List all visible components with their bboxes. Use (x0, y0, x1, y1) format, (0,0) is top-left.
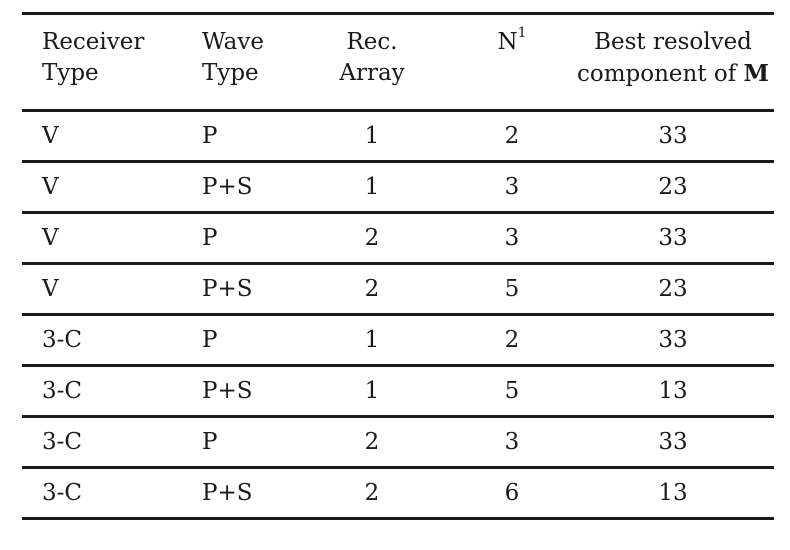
cell-array: 1 (364, 326, 380, 353)
header-array-line1: Rec. (346, 29, 398, 55)
header-rec-array: Rec. Array (292, 14, 452, 111)
cell-wave: P (202, 122, 218, 149)
cell-array: 1 (364, 173, 380, 200)
header-wave-line1: Wave (202, 29, 264, 55)
header-best-line1: Best resolved (594, 29, 752, 55)
cell-n: 3 (504, 224, 520, 251)
cell-wave: P+S (202, 377, 253, 404)
cell-wave: P (202, 224, 218, 251)
results-table: Receiver Type Wave Type Rec. Array N1 Be… (22, 12, 774, 520)
cell-best: 33 (658, 224, 688, 251)
cell-n: 5 (504, 275, 520, 302)
cell-array: 2 (364, 275, 380, 302)
cell-receiver: 3-C (42, 377, 83, 404)
header-wave-line2: Type (202, 60, 259, 86)
cell-best: 23 (658, 173, 688, 200)
table-row: V P 2 3 33 (22, 213, 774, 264)
cell-receiver: V (42, 224, 59, 251)
cell-receiver: V (42, 275, 59, 302)
cell-wave: P (202, 326, 218, 353)
cell-best: 33 (658, 326, 688, 353)
cell-array: 1 (364, 377, 380, 404)
header-row: Receiver Type Wave Type Rec. Array N1 Be… (22, 13, 774, 111)
cell-receiver: 3-C (42, 428, 83, 455)
cell-receiver: 3-C (42, 479, 83, 506)
cell-best: 23 (658, 275, 688, 302)
results-table-container: Receiver Type Wave Type Rec. Array N1 Be… (22, 12, 774, 520)
cell-wave: P+S (202, 479, 253, 506)
header-best-resolved: Best resolved component of M (572, 14, 774, 111)
header-n-footnote: 1 (517, 25, 527, 42)
cell-array: 2 (364, 224, 380, 251)
cell-n: 2 (504, 326, 520, 353)
cell-n: 6 (504, 479, 520, 506)
cell-receiver: 3-C (42, 326, 83, 353)
cell-n: 2 (504, 122, 520, 149)
header-n: N1 (452, 14, 572, 111)
cell-array: 2 (364, 428, 380, 455)
cell-wave: P+S (202, 173, 253, 200)
cell-best: 13 (658, 479, 688, 506)
table-row: V P+S 1 3 23 (22, 162, 774, 213)
cell-n: 3 (504, 173, 520, 200)
table-body: V P 1 2 33 V P+S 1 3 23 V P 2 3 33 V (22, 111, 774, 519)
cell-wave: P+S (202, 275, 253, 302)
header-receiver-line1: Receiver (42, 29, 145, 55)
header-receiver-type: Receiver Type (22, 14, 182, 111)
cell-best: 13 (658, 377, 688, 404)
cell-array: 2 (364, 479, 380, 506)
header-best-m-symbol: M (743, 60, 770, 87)
header-array-line2: Array (339, 60, 405, 86)
table-row: 3-C P 2 3 33 (22, 417, 774, 468)
header-wave-type: Wave Type (182, 14, 292, 111)
table-row: V P 1 2 33 (22, 111, 774, 162)
header-receiver-line2: Type (42, 60, 99, 86)
cell-best: 33 (658, 122, 688, 149)
header-best-line2-prefix: component of (576, 61, 744, 87)
table-row: 3-C P+S 1 5 13 (22, 366, 774, 417)
cell-array: 1 (364, 122, 380, 149)
table-header: Receiver Type Wave Type Rec. Array N1 Be… (22, 13, 774, 111)
cell-n: 5 (504, 377, 520, 404)
cell-receiver: V (42, 122, 59, 149)
cell-receiver: V (42, 173, 59, 200)
table-row: V P+S 2 5 23 (22, 264, 774, 315)
cell-wave: P (202, 428, 218, 455)
cell-n: 3 (504, 428, 520, 455)
cell-best: 33 (658, 428, 688, 455)
header-best-line2: component of M (572, 58, 774, 90)
header-n-base: N (497, 29, 518, 55)
table-row: 3-C P 1 2 33 (22, 315, 774, 366)
table-row: 3-C P+S 2 6 13 (22, 468, 774, 519)
